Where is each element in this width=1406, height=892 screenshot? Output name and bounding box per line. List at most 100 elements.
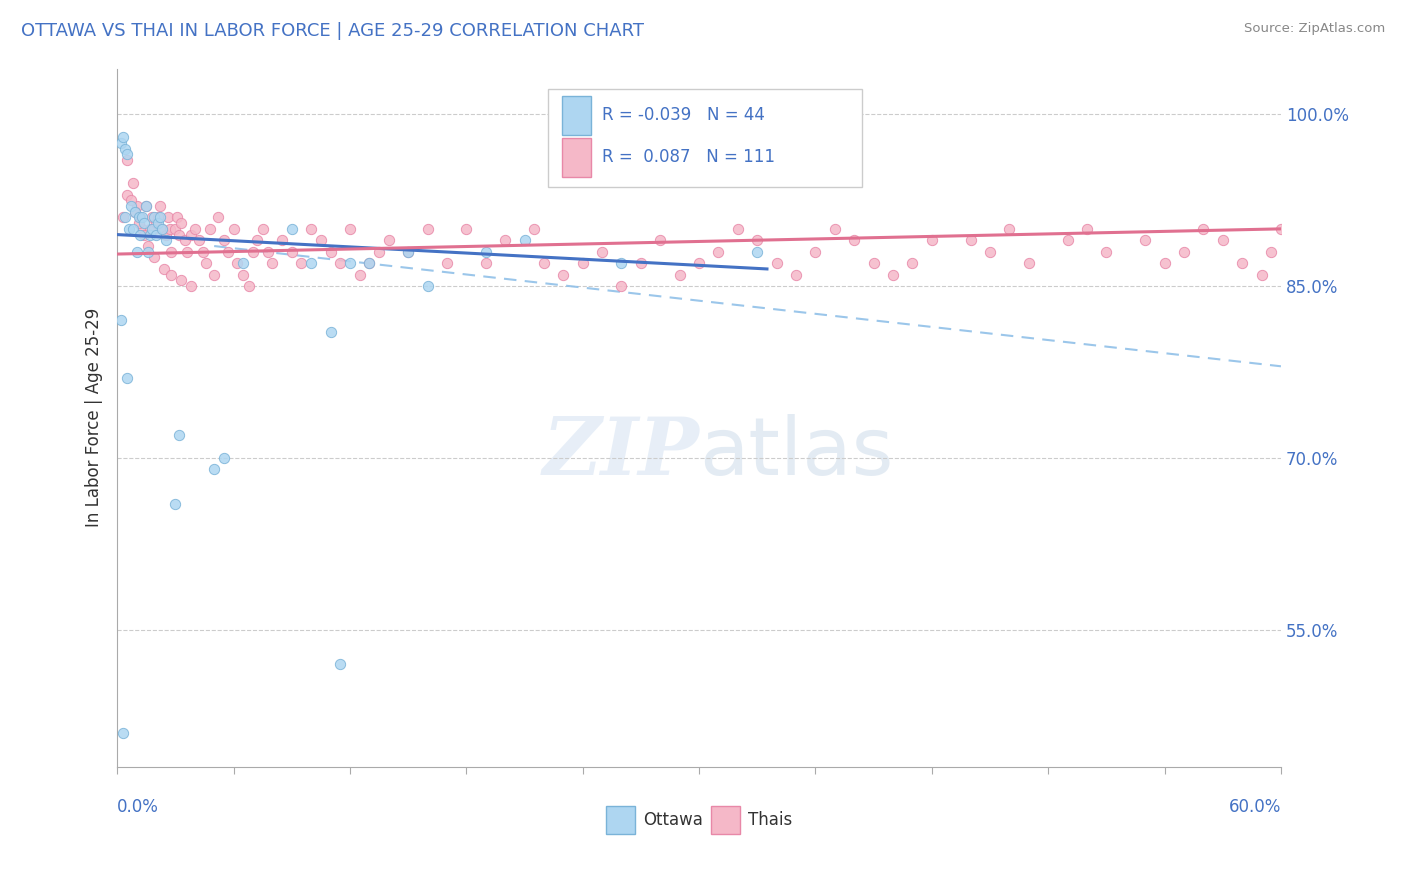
Point bbox=[152, 262, 174, 277]
Point bbox=[359, 256, 381, 270]
Point bbox=[329, 657, 352, 671]
Point bbox=[474, 256, 496, 270]
Point bbox=[1260, 244, 1282, 259]
Point bbox=[862, 256, 884, 270]
Point bbox=[176, 244, 198, 259]
Point bbox=[145, 216, 167, 230]
Point bbox=[474, 244, 496, 259]
Point bbox=[115, 370, 138, 384]
Point bbox=[571, 256, 593, 270]
Point bbox=[610, 279, 633, 293]
Point bbox=[141, 222, 163, 236]
Text: R = -0.039   N = 44: R = -0.039 N = 44 bbox=[603, 106, 765, 124]
Point bbox=[156, 211, 179, 225]
Point bbox=[271, 233, 294, 247]
Point bbox=[170, 273, 193, 287]
Point bbox=[290, 256, 312, 270]
Point bbox=[202, 462, 225, 476]
Point bbox=[129, 211, 152, 225]
Point bbox=[1192, 222, 1215, 236]
Point bbox=[143, 222, 166, 236]
Point bbox=[165, 222, 187, 236]
Point bbox=[222, 222, 245, 236]
Point bbox=[610, 256, 633, 270]
Point bbox=[747, 244, 769, 259]
Point bbox=[513, 233, 536, 247]
Point bbox=[149, 211, 172, 225]
Point bbox=[146, 216, 169, 230]
Point bbox=[111, 726, 134, 740]
Point bbox=[195, 256, 218, 270]
Point bbox=[131, 222, 153, 236]
Point bbox=[329, 256, 352, 270]
Point bbox=[242, 244, 264, 259]
Point bbox=[553, 268, 575, 282]
Text: 60.0%: 60.0% bbox=[1229, 797, 1281, 815]
Point bbox=[785, 268, 807, 282]
Y-axis label: In Labor Force | Age 25-29: In Labor Force | Age 25-29 bbox=[86, 309, 103, 527]
Text: R =  0.087   N = 111: R = 0.087 N = 111 bbox=[603, 148, 776, 166]
Point bbox=[979, 244, 1001, 259]
Point bbox=[339, 222, 361, 236]
Point bbox=[212, 233, 235, 247]
Point bbox=[246, 233, 269, 247]
Point bbox=[456, 222, 478, 236]
Point bbox=[523, 222, 546, 236]
Point bbox=[368, 244, 391, 259]
Point bbox=[238, 279, 260, 293]
Point bbox=[111, 211, 134, 225]
Point bbox=[959, 233, 981, 247]
Point bbox=[115, 147, 138, 161]
Text: atlas: atlas bbox=[699, 414, 893, 491]
Point bbox=[180, 227, 202, 242]
Point bbox=[165, 497, 187, 511]
Point bbox=[115, 153, 138, 168]
Point bbox=[299, 222, 322, 236]
Point bbox=[124, 204, 146, 219]
Point bbox=[824, 222, 846, 236]
Point bbox=[688, 256, 710, 270]
Point bbox=[901, 256, 924, 270]
Point bbox=[212, 450, 235, 465]
Point bbox=[121, 176, 143, 190]
Text: Thais: Thais bbox=[748, 811, 792, 829]
Point bbox=[139, 227, 162, 242]
Point bbox=[167, 227, 190, 242]
Point bbox=[1250, 268, 1272, 282]
Point bbox=[131, 211, 153, 225]
Point bbox=[150, 222, 173, 236]
Point bbox=[396, 244, 419, 259]
Point bbox=[146, 211, 169, 225]
Point bbox=[184, 222, 207, 236]
Text: 0.0%: 0.0% bbox=[117, 797, 159, 815]
Point bbox=[167, 428, 190, 442]
Point bbox=[319, 244, 342, 259]
Point bbox=[844, 233, 866, 247]
Point bbox=[1095, 244, 1118, 259]
Point bbox=[141, 211, 163, 225]
Point bbox=[202, 268, 225, 282]
Point bbox=[135, 199, 157, 213]
Point bbox=[143, 211, 166, 225]
Text: Source: ZipAtlas.com: Source: ZipAtlas.com bbox=[1244, 22, 1385, 36]
Point bbox=[160, 268, 183, 282]
Point bbox=[125, 244, 148, 259]
Point bbox=[111, 130, 134, 145]
Point bbox=[135, 199, 157, 213]
Point bbox=[180, 279, 202, 293]
Point bbox=[187, 233, 209, 247]
Point bbox=[118, 222, 141, 236]
Point bbox=[139, 222, 162, 236]
Point bbox=[134, 227, 156, 242]
Point bbox=[281, 222, 304, 236]
Point bbox=[257, 244, 280, 259]
Bar bbox=[562, 96, 591, 135]
Point bbox=[349, 268, 371, 282]
Point bbox=[160, 244, 183, 259]
Point bbox=[207, 211, 229, 225]
Point bbox=[120, 199, 142, 213]
Point bbox=[232, 268, 254, 282]
Point bbox=[309, 233, 332, 247]
Point bbox=[416, 279, 439, 293]
Point bbox=[1133, 233, 1156, 247]
